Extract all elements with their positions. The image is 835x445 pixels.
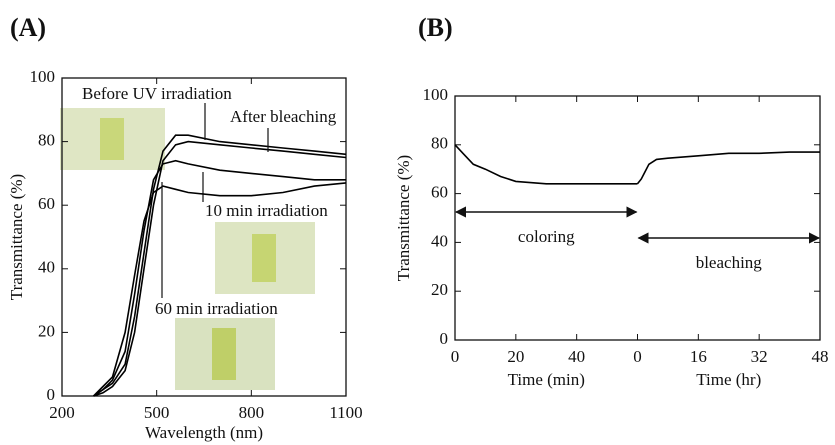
y-tick-label: 20 — [431, 280, 448, 299]
panel-label: (B) — [418, 13, 453, 42]
y-axis-label: Transmittance (%) — [394, 155, 413, 281]
plot-frame — [454, 95, 821, 341]
x-tick-label: 1100 — [329, 403, 362, 422]
y-tick-label: 100 — [30, 67, 56, 86]
y-tick-label: 80 — [38, 131, 55, 150]
series-line — [93, 182, 347, 397]
y-tick-label: 60 — [431, 183, 448, 202]
plot-frame — [61, 77, 347, 397]
y-tick-label: 60 — [38, 194, 55, 213]
series-line — [636, 151, 820, 185]
y-tick-label: 40 — [38, 258, 55, 277]
phase-label: bleaching — [696, 253, 763, 272]
y-tick-label: 40 — [431, 231, 448, 250]
y-axis-label: Transmittance (%) — [7, 174, 26, 300]
x-tick-label: 32 — [751, 347, 768, 366]
y-tick-label: 20 — [38, 321, 55, 340]
x-tick-label: 40 — [568, 347, 585, 366]
x-tick-label: 800 — [239, 403, 265, 422]
series-line — [93, 159, 346, 397]
annotation: 10 min irradiation — [205, 201, 328, 220]
x-tick-label: 500 — [144, 403, 170, 422]
series-line — [454, 144, 638, 185]
x-tick-label: 200 — [49, 403, 75, 422]
x-tick-label: 48 — [812, 347, 829, 366]
phase-label: coloring — [518, 227, 575, 246]
y-tick-label: 80 — [431, 134, 448, 153]
annotation: After bleaching — [230, 107, 337, 126]
y-tick-label: 100 — [423, 85, 449, 104]
x-tick-label: 16 — [690, 347, 707, 366]
series-line — [93, 140, 347, 397]
x-tick-label: 0 — [633, 347, 642, 366]
x-tick-label: 0 — [451, 347, 460, 366]
sample-photo — [60, 108, 315, 390]
panel-label: (A) — [10, 13, 46, 42]
x-axis-label: Wavelength (nm) — [145, 423, 263, 442]
annotation: Before UV irradiation — [82, 84, 232, 103]
x-axis-label: Time (hr) — [696, 370, 761, 389]
y-tick-label: 0 — [440, 329, 449, 348]
series-line — [93, 134, 347, 397]
x-axis-label: Time (min) — [508, 370, 585, 389]
y-tick-label: 0 — [47, 385, 56, 404]
x-tick-label: 20 — [507, 347, 524, 366]
annotation: 60 min irradiation — [155, 299, 278, 318]
